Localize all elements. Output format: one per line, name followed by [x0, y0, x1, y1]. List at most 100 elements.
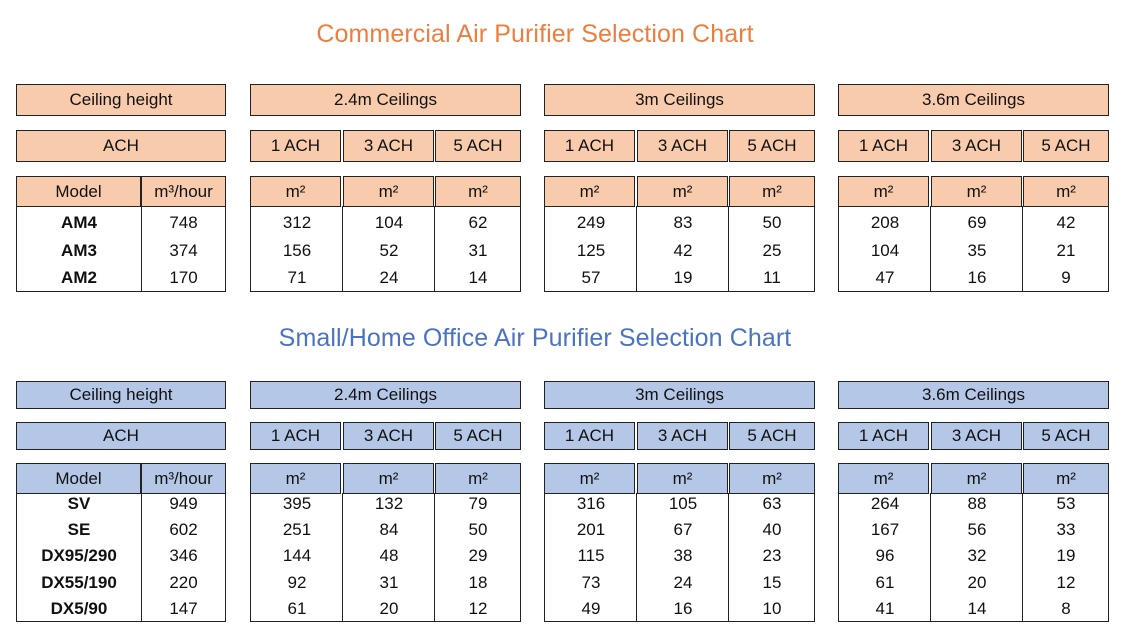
table-row: 156 52 31: [251, 237, 520, 265]
area-value: 92: [287, 572, 307, 592]
column-divider: [140, 492, 142, 621]
area-value: 12: [468, 598, 488, 618]
ach-level-header: 3 ACH: [343, 422, 434, 450]
flow-rate: 374: [169, 240, 198, 260]
column-divider: [342, 492, 343, 621]
chart-title: Small/Home Office Air Purifier Selection…: [278, 324, 792, 352]
table-row: 208 69 42: [839, 209, 1108, 237]
table-row: 92 31 18: [251, 570, 520, 596]
table-row: SV 949: [17, 491, 225, 517]
area-value: 79: [468, 494, 488, 513]
area-header: m²: [343, 463, 434, 494]
ceiling-group-header: 3.6m Ceilings: [838, 381, 1109, 409]
area-table: 208 69 42 104 35 21 47 16 9: [838, 205, 1109, 292]
area-value: 62: [468, 213, 488, 232]
ach-level-header: 5 ACH: [435, 422, 521, 450]
ceiling-group-header: 2.4m Ceilings: [250, 84, 521, 116]
ach-label: ACH: [16, 130, 226, 162]
area-value: 167: [870, 520, 900, 540]
table-row: 167 56 33: [839, 517, 1108, 543]
area-value: 15: [762, 572, 782, 592]
area-value: 395: [282, 494, 312, 513]
table-row: 57 19 11: [545, 264, 814, 292]
area-header: m²: [729, 176, 815, 207]
area-value: 25: [762, 240, 782, 260]
area-value: 49: [581, 598, 601, 618]
area-value: 57: [581, 268, 601, 287]
table-row: 316 105 63: [545, 491, 814, 517]
flow-rate: 748: [169, 213, 198, 232]
area-value: 31: [468, 240, 488, 260]
area-value: 33: [1056, 520, 1076, 540]
column-divider: [636, 205, 637, 291]
area-value: 9: [1061, 268, 1071, 287]
column-divider: [930, 492, 931, 621]
flow-rate: 170: [169, 268, 198, 287]
area-value: 249: [576, 213, 606, 232]
area-value: 20: [379, 598, 399, 618]
table-row: AM2 170: [17, 264, 225, 292]
area-header: m²: [931, 463, 1022, 494]
table-row: DX95/290 346: [17, 543, 225, 569]
flow-rate: 220: [169, 572, 198, 592]
area-value: 50: [468, 520, 488, 540]
flow-header: m³/hour: [141, 463, 226, 494]
flow-rate: 602: [169, 520, 198, 540]
column-divider: [140, 205, 142, 291]
flow-rate: 949: [169, 494, 198, 513]
ach-level-header: 5 ACH: [729, 422, 815, 450]
table-row: 144 48 29: [251, 543, 520, 569]
table-row: 312 104 62: [251, 209, 520, 237]
area-value: 47: [875, 268, 895, 287]
area-header: m²: [435, 176, 521, 207]
area-value: 56: [967, 520, 987, 540]
area-header: m²: [637, 463, 728, 494]
area-value: 67: [673, 520, 693, 540]
ach-level-header: 3 ACH: [343, 130, 434, 162]
area-header: m²: [250, 463, 341, 494]
ach-level-header: 3 ACH: [931, 130, 1022, 162]
table-row: 249 83 50: [545, 209, 814, 237]
ach-level-header: 3 ACH: [931, 422, 1022, 450]
area-value: 52: [379, 240, 399, 260]
area-header: m²: [544, 463, 635, 494]
table-row: DX5/90 147: [17, 596, 225, 622]
table-row: 61 20 12: [839, 570, 1108, 596]
ach-level-header: 1 ACH: [250, 422, 341, 450]
area-value: 125: [576, 240, 606, 260]
model-name: SV: [67, 494, 91, 513]
column-divider: [434, 492, 435, 621]
area-value: 21: [1056, 240, 1076, 260]
ceiling-height-label: Ceiling height: [16, 84, 226, 116]
area-header: m²: [544, 176, 635, 207]
area-value: 31: [379, 572, 399, 592]
ach-level-header: 1 ACH: [838, 130, 929, 162]
model-name: SE: [67, 520, 91, 540]
table-row: 395 132 79: [251, 491, 520, 517]
ach-level-header: 1 ACH: [544, 422, 635, 450]
ach-level-header: 5 ACH: [435, 130, 521, 162]
table-row: 71 24 14: [251, 264, 520, 292]
area-value: 38: [673, 546, 693, 566]
table-row: AM4 748: [17, 209, 225, 237]
area-value: 96: [875, 546, 895, 566]
area-value: 14: [468, 268, 488, 287]
area-header: m²: [250, 176, 341, 207]
area-value: 312: [282, 213, 312, 232]
area-value: 61: [287, 598, 307, 618]
area-value: 19: [673, 268, 693, 287]
model-flow-table: AM4 748 AM3 374 AM2 170: [16, 205, 226, 292]
model-name: DX5/90: [50, 598, 108, 618]
area-value: 42: [1056, 213, 1076, 232]
area-value: 12: [1056, 572, 1076, 592]
chart-title: Commercial Air Purifier Selection Chart: [316, 20, 754, 48]
table-row: 41 14 8: [839, 596, 1108, 622]
model-name: DX95/290: [41, 546, 117, 566]
model-name: AM4: [61, 213, 97, 232]
area-value: 14: [967, 598, 987, 618]
area-value: 16: [967, 268, 987, 287]
area-value: 20: [967, 572, 987, 592]
area-value: 19: [1056, 546, 1076, 566]
ceiling-group-header: 3m Ceilings: [544, 84, 815, 116]
area-value: 156: [282, 240, 312, 260]
